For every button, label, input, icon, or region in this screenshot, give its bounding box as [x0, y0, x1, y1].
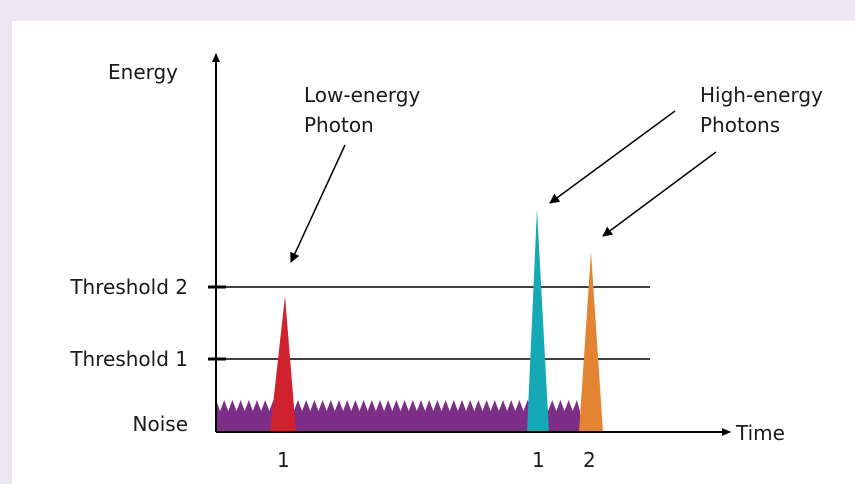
photon-label-high-1: 1 — [532, 448, 545, 472]
high-energy-annotation-line1: High-energy — [700, 83, 823, 107]
y-axis-label: Energy — [108, 60, 179, 84]
photon-label-low-1: 1 — [277, 448, 290, 472]
low-energy-annotation-line2: Photon — [304, 113, 374, 137]
diagram-panel: Energy Time Threshold 2 Threshold 1 Nois… — [12, 21, 855, 484]
photon-peak-high-2 — [579, 252, 603, 432]
photon-peak-high-1 — [527, 209, 549, 432]
noise-label: Noise — [132, 412, 188, 436]
high-energy-annotation-line2: Photons — [700, 113, 781, 137]
high-energy-pointer-arrow-2 — [602, 151, 717, 237]
high-energy-pointer-arrow-1 — [549, 110, 676, 204]
low-energy-annotation-line1: Low-energy — [304, 83, 421, 107]
photon-peak-low-1 — [270, 296, 296, 432]
low-energy-pointer-arrow — [290, 144, 346, 263]
threshold2-label: Threshold 2 — [70, 275, 188, 299]
threshold1-label: Threshold 1 — [70, 347, 188, 371]
x-axis-label: Time — [736, 421, 785, 445]
energy-time-diagram — [208, 53, 731, 436]
noise-band — [216, 400, 580, 432]
photon-label-high-2: 2 — [583, 448, 596, 472]
